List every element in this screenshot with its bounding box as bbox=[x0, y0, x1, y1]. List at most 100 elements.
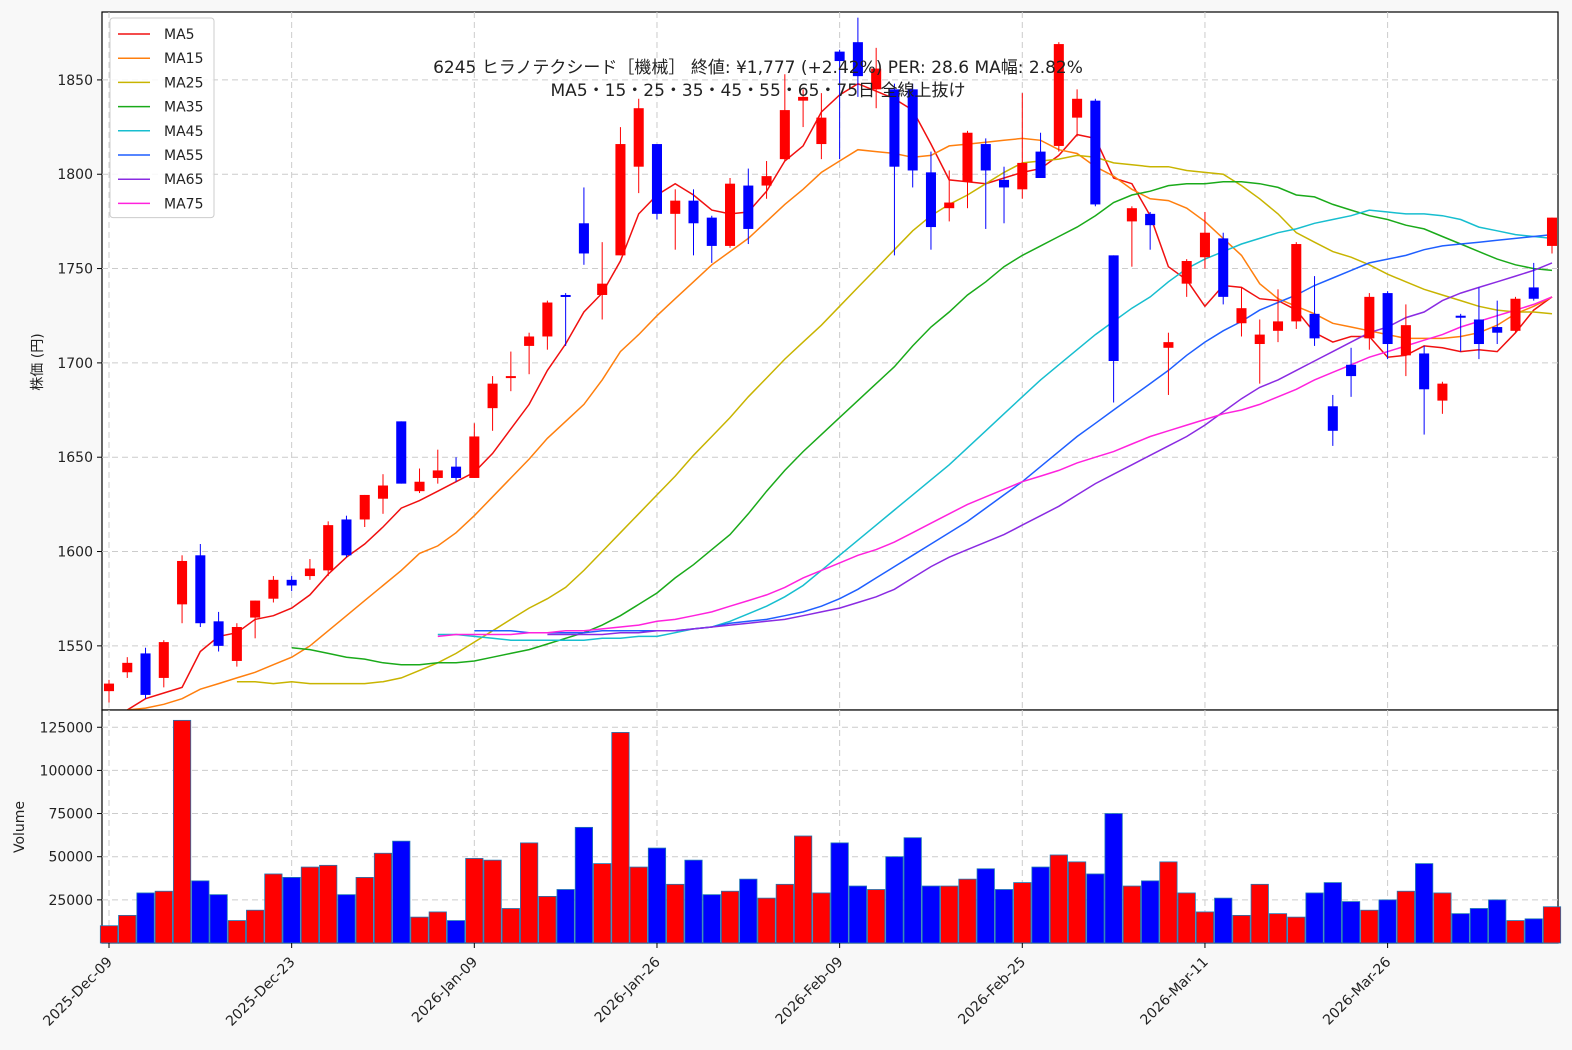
candle-up bbox=[268, 579, 279, 599]
candle-up bbox=[944, 202, 955, 209]
candle-up bbox=[1126, 208, 1137, 222]
volume-bar bbox=[1360, 909, 1379, 944]
candle-down bbox=[451, 466, 462, 478]
volume-bar bbox=[172, 719, 192, 944]
candle-up bbox=[304, 568, 315, 577]
volume-bar bbox=[830, 842, 849, 944]
volume-bar bbox=[611, 732, 630, 944]
candle-down bbox=[999, 179, 1010, 188]
candle-up bbox=[377, 485, 389, 499]
candle-up bbox=[1163, 342, 1174, 348]
volume-bar bbox=[392, 840, 411, 944]
volume-bar bbox=[1013, 882, 1032, 944]
candle-up bbox=[1272, 321, 1284, 331]
candle-down bbox=[925, 172, 936, 228]
x-tick-label: 2025-Dec-09 bbox=[40, 954, 115, 1029]
volume-tick-label: 125000 bbox=[40, 720, 93, 736]
price-y-axis: 1550 1600 1650 1700 1750 1800 1850 bbox=[57, 73, 102, 655]
legend-label: MA15 bbox=[164, 51, 203, 67]
candle-down bbox=[688, 200, 699, 224]
candle-down bbox=[1108, 255, 1119, 361]
volume-bar bbox=[1488, 899, 1507, 944]
volume-bar bbox=[1031, 866, 1050, 944]
candle-up bbox=[524, 336, 535, 346]
price-tick-label: 1850 bbox=[57, 73, 93, 89]
candle-down bbox=[1419, 353, 1430, 390]
candle-up bbox=[505, 376, 516, 379]
price-tick-label: 1700 bbox=[57, 356, 93, 372]
x-tick-label: 2026-Feb-25 bbox=[955, 954, 1029, 1028]
candle-down bbox=[1382, 293, 1393, 345]
candle-down bbox=[1218, 238, 1229, 297]
legend-label: MA55 bbox=[164, 148, 203, 164]
volume-bar bbox=[337, 894, 356, 944]
candle-down bbox=[560, 294, 571, 297]
candle-down bbox=[1145, 213, 1156, 226]
volume-bar bbox=[373, 852, 393, 944]
volume-bar bbox=[1268, 913, 1288, 944]
volume-bar bbox=[1451, 913, 1470, 944]
volume-bar bbox=[1305, 892, 1324, 944]
candle-up bbox=[359, 494, 370, 520]
volume-bar bbox=[574, 826, 593, 944]
candle-down bbox=[195, 555, 206, 624]
x-tick-label: 2026-Mar-11 bbox=[1137, 954, 1211, 1028]
candle-up bbox=[1236, 308, 1247, 324]
volume-bar bbox=[227, 920, 246, 944]
candle-down bbox=[1455, 315, 1466, 318]
candle-up bbox=[1017, 162, 1028, 190]
candle-up bbox=[962, 132, 973, 182]
legend-label: MA25 bbox=[164, 75, 203, 91]
volume-bar bbox=[885, 856, 904, 944]
candle-up bbox=[1546, 217, 1558, 246]
candle-up bbox=[1400, 325, 1411, 356]
candle-down bbox=[341, 519, 352, 556]
volume-bar bbox=[154, 890, 173, 944]
volume-bar bbox=[520, 842, 539, 944]
volume-bar bbox=[1177, 892, 1196, 944]
candle-up bbox=[1291, 244, 1302, 322]
volume-y-axis: 25000 50000 75000 100000 125000 bbox=[40, 720, 102, 909]
volume-bar bbox=[1506, 920, 1525, 944]
volume-bar bbox=[1433, 892, 1452, 944]
candle-up bbox=[158, 642, 169, 678]
price-tick-label: 1550 bbox=[57, 639, 93, 655]
price-tick-label: 1800 bbox=[57, 167, 93, 183]
volume-bar bbox=[903, 837, 922, 944]
candle-down bbox=[907, 89, 918, 171]
price-grid bbox=[102, 12, 1558, 710]
volume-bar bbox=[355, 877, 374, 944]
legend-label: MA75 bbox=[164, 196, 203, 212]
candle-down bbox=[706, 217, 717, 246]
volume-bar bbox=[319, 864, 338, 944]
volume-bar bbox=[684, 859, 703, 944]
candle-up bbox=[414, 481, 425, 492]
volume-tick-label: 50000 bbox=[48, 850, 93, 866]
x-tick-label: 2026-Feb-09 bbox=[773, 954, 847, 1028]
volume-bar bbox=[1524, 918, 1543, 944]
candle-up bbox=[103, 683, 115, 692]
candle-down bbox=[396, 421, 407, 484]
volume-bar bbox=[209, 894, 228, 944]
candle-up bbox=[250, 600, 261, 618]
volume-bar bbox=[1122, 885, 1141, 944]
volume-tick-label: 75000 bbox=[48, 807, 93, 823]
volume-bar bbox=[1232, 914, 1251, 944]
candle-down bbox=[213, 621, 224, 646]
volume-bar bbox=[282, 877, 301, 944]
volume-bar bbox=[739, 878, 758, 944]
volume-bar bbox=[940, 885, 959, 944]
volume-bar bbox=[1396, 890, 1415, 944]
x-tick-label: 2025-Dec-23 bbox=[223, 954, 298, 1029]
volume-bar bbox=[958, 878, 977, 944]
volume-bar bbox=[720, 890, 740, 944]
volume-bar bbox=[1086, 873, 1105, 944]
volume-bar bbox=[246, 909, 265, 944]
candle-up bbox=[1254, 334, 1265, 345]
legend: MA5 MA15 MA25 MA35 MA45 MA55 MA65 MA75 bbox=[109, 17, 215, 219]
legend-label: MA5 bbox=[164, 27, 195, 43]
candle-down bbox=[1035, 151, 1046, 179]
volume-bar bbox=[465, 858, 484, 944]
candle-down bbox=[834, 51, 845, 62]
